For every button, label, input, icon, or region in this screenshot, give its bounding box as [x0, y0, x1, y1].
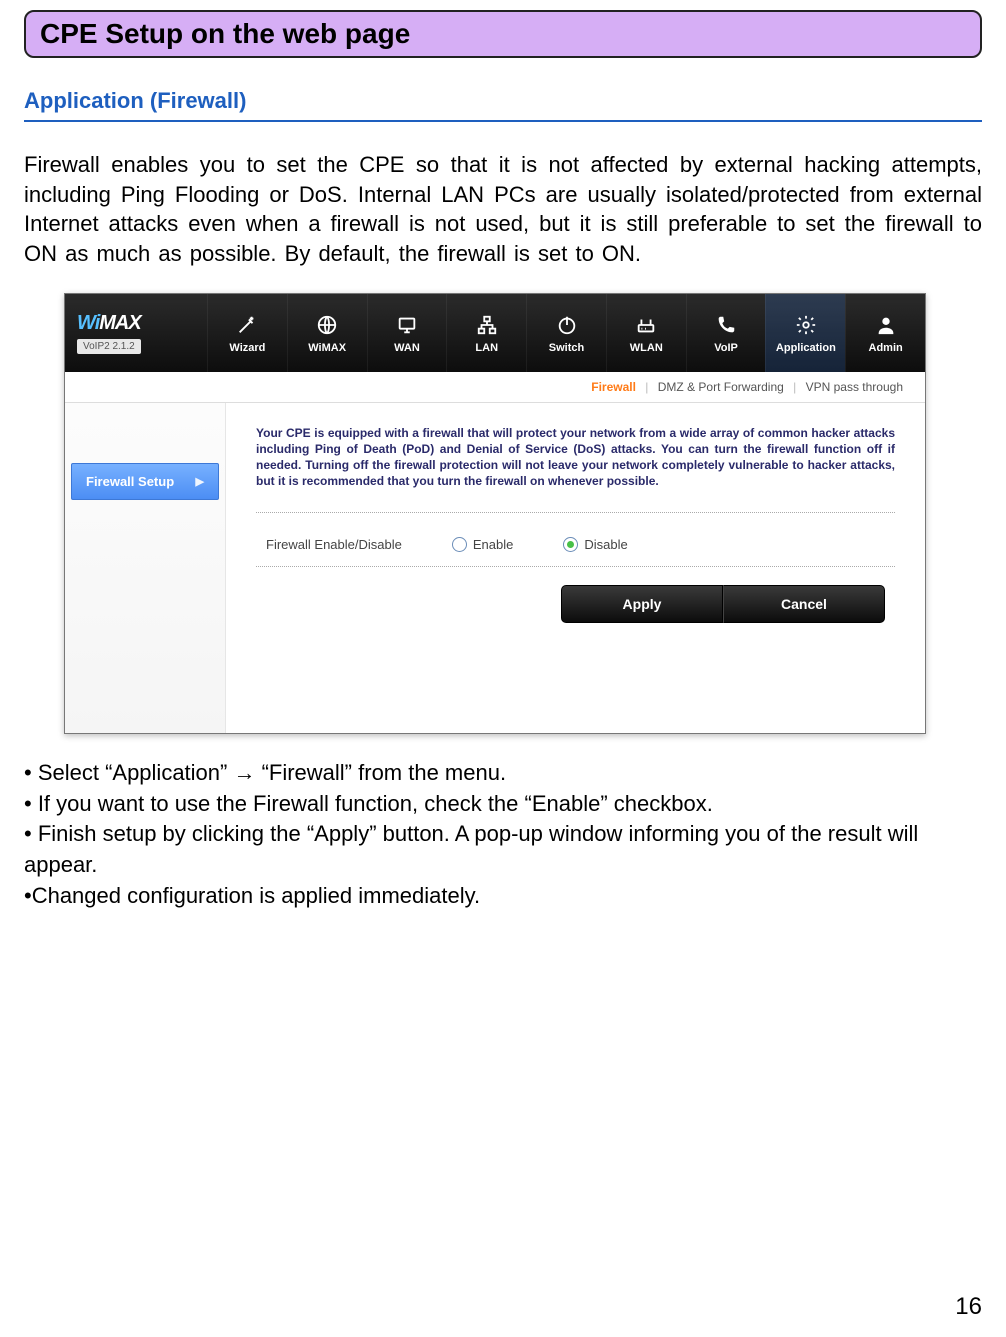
- bullet-3: • Finish setup by clicking the “Apply” b…: [24, 819, 982, 881]
- router-icon: [633, 312, 659, 338]
- page-number: 16: [955, 1293, 982, 1321]
- page-title-bar: CPE Setup on the web page: [24, 10, 982, 58]
- nav-wimax[interactable]: WiMAX: [287, 294, 367, 372]
- subnav-dmz[interactable]: DMZ & Port Forwarding: [658, 380, 784, 394]
- section-rule: [24, 120, 982, 122]
- firewall-enable-row: Firewall Enable/Disable Enable Disable: [256, 533, 895, 566]
- nav-lan[interactable]: LAN: [446, 294, 526, 372]
- radio-disable[interactable]: Disable: [563, 537, 627, 552]
- wimax-logo: WiMAX: [77, 312, 195, 335]
- form-label: Firewall Enable/Disable: [266, 537, 402, 552]
- nav-label: Wizard: [229, 342, 265, 354]
- nav-label: Admin: [869, 342, 903, 354]
- logo-part-max: MAX: [99, 312, 140, 334]
- intro-paragraph: Firewall enables you to set the CPE so t…: [24, 150, 982, 269]
- network-icon: [474, 312, 500, 338]
- user-icon: [873, 312, 899, 338]
- instruction-list: • Select “Application” → “Firewall” from…: [24, 758, 982, 912]
- nav-label: WLAN: [630, 342, 663, 354]
- cancel-button[interactable]: Cancel: [723, 585, 885, 623]
- main-pane: Your CPE is equipped with a firewall tha…: [226, 403, 925, 733]
- nav-wizard[interactable]: Wizard: [207, 294, 287, 372]
- nav-wan[interactable]: WAN: [367, 294, 447, 372]
- nav-application[interactable]: Application: [765, 294, 845, 372]
- firewall-info-text: Your CPE is equipped with a firewall tha…: [256, 425, 895, 490]
- radio-enable[interactable]: Enable: [452, 537, 513, 552]
- page-title: CPE Setup on the web page: [40, 18, 410, 49]
- sub-nav: Firewall | DMZ & Port Forwarding | VPN p…: [65, 372, 925, 403]
- nav-label: Application: [776, 342, 836, 354]
- phone-icon: [713, 312, 739, 338]
- nav-wlan[interactable]: WLAN: [606, 294, 686, 372]
- radio-label: Enable: [473, 537, 513, 552]
- nav-label: WAN: [394, 342, 420, 354]
- cpe-admin-screenshot: WiMAX VoIP2 2.1.2 Wizard WiMAX WAN: [64, 293, 926, 734]
- radio-label: Disable: [584, 537, 627, 552]
- radio-group: Enable Disable: [452, 537, 628, 552]
- apply-button[interactable]: Apply: [561, 585, 723, 623]
- globe-icon: [314, 312, 340, 338]
- nav-label: WiMAX: [308, 342, 346, 354]
- content-area: Firewall Setup ▶ Your CPE is equipped wi…: [65, 403, 925, 733]
- bullet-4: •Changed configuration is applied immedi…: [24, 881, 982, 912]
- dotted-divider: [256, 512, 895, 513]
- bullet-2: • If you want to use the Firewall functi…: [24, 789, 982, 820]
- nav-label: VoIP: [714, 342, 738, 354]
- bullet-1: • Select “Application” → “Firewall” from…: [24, 758, 982, 789]
- power-icon: [554, 312, 580, 338]
- nav-admin[interactable]: Admin: [845, 294, 925, 372]
- monitor-icon: [394, 312, 420, 338]
- gear-icon: [793, 312, 819, 338]
- sidebar-item-label: Firewall Setup: [86, 474, 174, 489]
- sidebar-item-firewall-setup[interactable]: Firewall Setup ▶: [71, 463, 219, 500]
- nav-label: LAN: [475, 342, 498, 354]
- wand-icon: [234, 312, 260, 338]
- logo-cell: WiMAX VoIP2 2.1.2: [65, 294, 207, 372]
- radio-icon: [452, 537, 467, 552]
- subnav-vpn[interactable]: VPN pass through: [806, 380, 903, 394]
- radio-icon-selected: [563, 537, 578, 552]
- nav-label: Switch: [549, 342, 584, 354]
- version-tag: VoIP2 2.1.2: [77, 339, 141, 354]
- chevron-right-icon: ▶: [196, 475, 204, 488]
- section-heading: Application (Firewall): [24, 88, 982, 114]
- separator: |: [793, 380, 796, 394]
- sidebar: Firewall Setup ▶: [65, 403, 226, 733]
- nav-switch[interactable]: Switch: [526, 294, 606, 372]
- nav-voip[interactable]: VoIP: [686, 294, 766, 372]
- logo-part-wi: Wi: [77, 312, 99, 334]
- separator: |: [645, 380, 648, 394]
- top-nav: WiMAX VoIP2 2.1.2 Wizard WiMAX WAN: [65, 294, 925, 372]
- nav-items: Wizard WiMAX WAN LAN Switch: [207, 294, 925, 372]
- button-row: Apply Cancel: [256, 566, 895, 623]
- subnav-firewall[interactable]: Firewall: [591, 380, 636, 394]
